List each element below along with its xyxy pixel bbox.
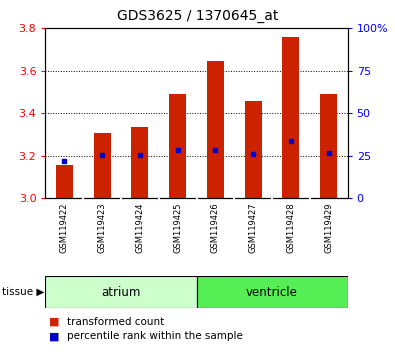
- Bar: [245, 101, 261, 198]
- Bar: [45, 276, 197, 308]
- Text: atrium: atrium: [101, 286, 141, 298]
- Text: GSM119422: GSM119422: [60, 202, 69, 253]
- Text: transformed count: transformed count: [67, 317, 164, 327]
- Text: GSM119429: GSM119429: [324, 202, 333, 253]
- Text: GSM119425: GSM119425: [173, 202, 182, 253]
- Text: percentile rank within the sample: percentile rank within the sample: [67, 331, 243, 341]
- Bar: [197, 276, 348, 308]
- Bar: [282, 37, 299, 198]
- Bar: [169, 94, 186, 198]
- Text: ventricle: ventricle: [246, 286, 298, 298]
- Bar: [207, 61, 224, 198]
- Text: tissue ▶: tissue ▶: [2, 287, 44, 297]
- Text: ■: ■: [49, 331, 60, 341]
- Text: GSM119427: GSM119427: [249, 202, 258, 253]
- Text: ■: ■: [49, 317, 60, 327]
- Text: GSM119426: GSM119426: [211, 202, 220, 253]
- Bar: [320, 94, 337, 198]
- Text: GSM119428: GSM119428: [286, 202, 295, 253]
- Bar: [94, 133, 111, 198]
- Bar: [132, 127, 149, 198]
- Text: GSM119423: GSM119423: [98, 202, 107, 253]
- Text: GSM119424: GSM119424: [135, 202, 144, 253]
- Bar: [56, 165, 73, 198]
- Text: GDS3625 / 1370645_at: GDS3625 / 1370645_at: [117, 9, 278, 23]
